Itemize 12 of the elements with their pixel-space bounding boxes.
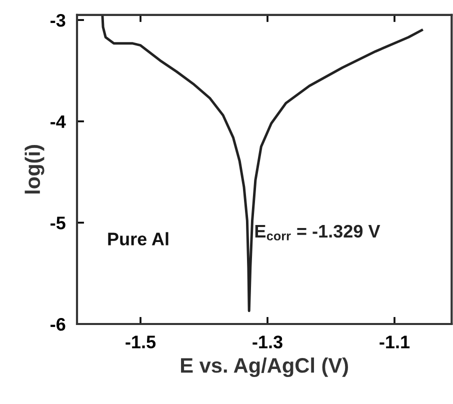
annotation: Pure Al [108, 232, 168, 246]
y-tick-label: -4 [50, 115, 66, 128]
x-tick-label: -1.1 [380, 336, 410, 348]
y-tick-label: -3 [50, 14, 66, 27]
y-tick-label: -6 [50, 318, 66, 331]
line-series [101, 14, 424, 312]
annotation: E$_{corr}$ = -1.329 V [255, 224, 380, 240]
x-tick-label: -1.5 [126, 336, 156, 348]
y-tick-label: -5 [50, 216, 66, 230]
y-axis-title: log(i) [24, 145, 44, 194]
x-axis-title: E vs. Ag/AgCl (V) [181, 358, 348, 378]
x-tick-label: -1.3 [252, 336, 282, 348]
